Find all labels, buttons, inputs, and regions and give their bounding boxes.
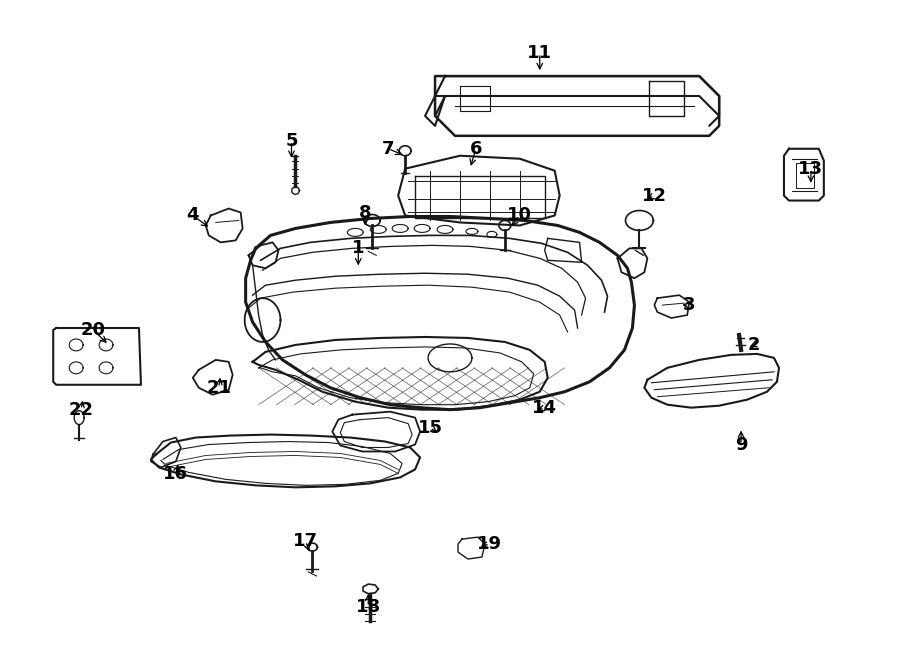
- Text: 20: 20: [81, 321, 105, 339]
- Text: 16: 16: [163, 465, 188, 483]
- Text: 12: 12: [642, 186, 667, 204]
- Text: 7: 7: [382, 139, 394, 158]
- Text: 15: 15: [418, 418, 443, 436]
- Text: 2: 2: [748, 336, 760, 354]
- Text: 22: 22: [68, 401, 94, 418]
- Text: 8: 8: [359, 204, 372, 223]
- Text: 1: 1: [352, 239, 365, 257]
- Text: 13: 13: [798, 160, 824, 178]
- Text: 4: 4: [186, 206, 199, 225]
- Text: 6: 6: [470, 139, 482, 158]
- Text: 14: 14: [532, 399, 557, 416]
- Text: 18: 18: [356, 598, 381, 616]
- Text: 9: 9: [734, 436, 747, 453]
- Text: 19: 19: [477, 535, 502, 553]
- Text: 5: 5: [285, 132, 298, 150]
- Text: 21: 21: [206, 379, 231, 397]
- Text: 11: 11: [527, 44, 553, 62]
- Text: 10: 10: [508, 206, 532, 225]
- Text: 3: 3: [683, 296, 696, 314]
- Text: 17: 17: [292, 532, 318, 550]
